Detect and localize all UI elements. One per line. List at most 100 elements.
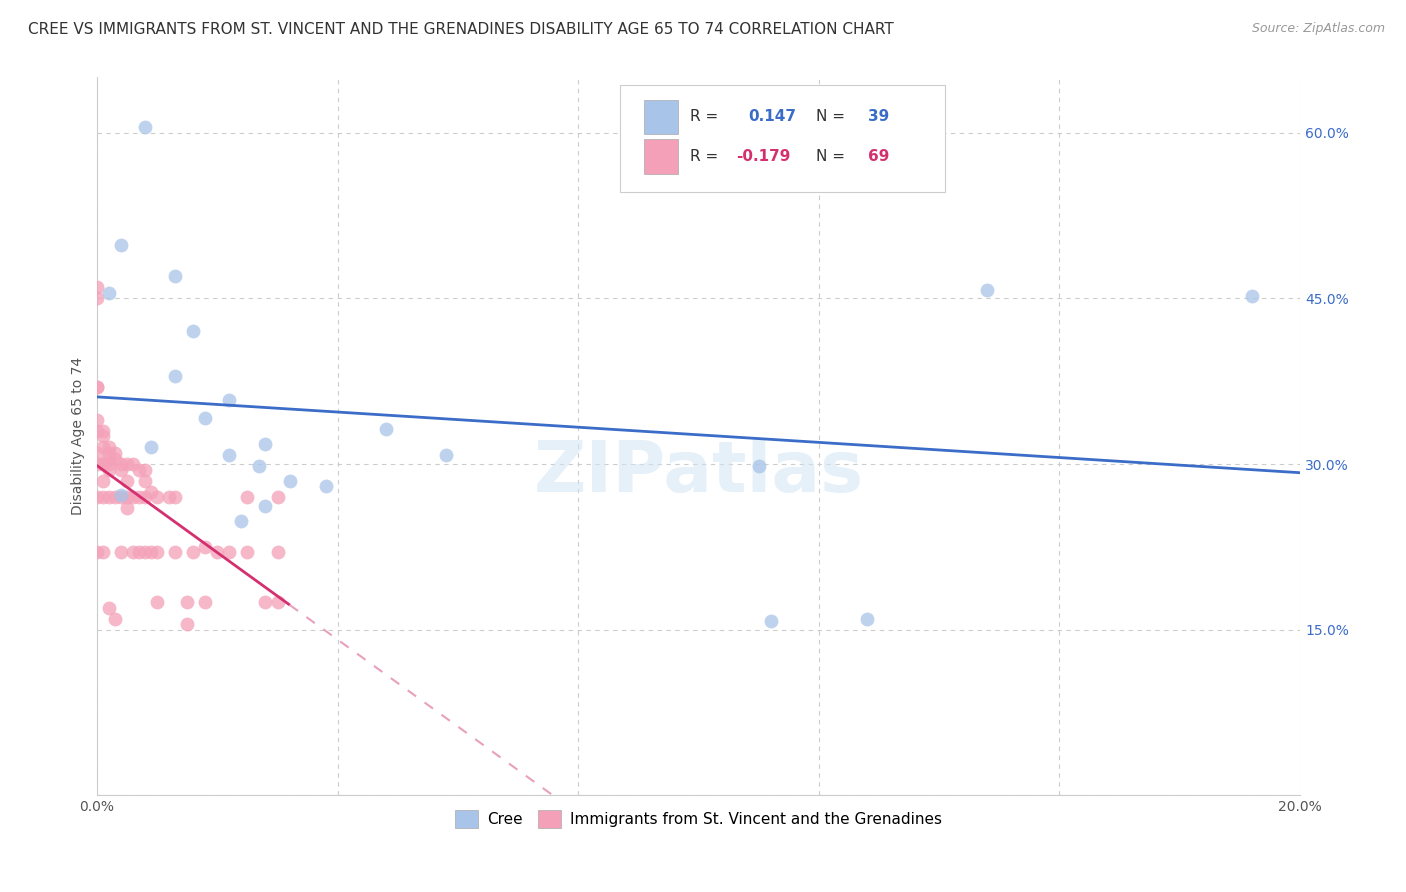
Text: 0.147: 0.147 (748, 110, 796, 124)
Point (98, 490, 121, 504)
Point (110, 238, 132, 252)
Point (141, 441, 163, 455)
Point (122, 457, 145, 471)
Point (91, 441, 114, 455)
Point (91, 490, 114, 504)
Point (98, 446, 121, 460)
Point (266, 595, 288, 609)
Text: R =: R = (690, 110, 723, 124)
Point (278, 474, 301, 488)
Text: 39: 39 (868, 110, 890, 124)
Text: -0.179: -0.179 (735, 149, 790, 164)
Point (98, 441, 121, 455)
Point (91, 424, 114, 438)
Point (115, 501, 138, 516)
Point (134, 474, 156, 488)
Point (104, 446, 127, 460)
Point (86, 490, 108, 504)
Point (98, 285, 121, 300)
Point (128, 545, 150, 559)
Point (266, 545, 288, 559)
Point (110, 462, 132, 476)
Point (146, 595, 169, 609)
Point (122, 545, 145, 559)
Text: N =: N = (817, 149, 851, 164)
Point (194, 595, 217, 609)
Point (86, 457, 108, 471)
Point (91, 545, 114, 559)
Point (110, 457, 132, 471)
Point (115, 474, 138, 488)
Point (194, 540, 217, 554)
Text: Source: ZipAtlas.com: Source: ZipAtlas.com (1251, 22, 1385, 36)
Point (86, 446, 108, 460)
Point (165, 269, 187, 284)
Point (165, 545, 187, 559)
Point (207, 545, 229, 559)
Point (86, 291, 108, 305)
Point (759, 614, 782, 628)
Text: N =: N = (817, 110, 851, 124)
Point (141, 484, 163, 499)
Point (218, 545, 240, 559)
Point (434, 448, 457, 462)
Point (86, 380, 108, 394)
Point (181, 545, 204, 559)
Point (236, 490, 259, 504)
Point (86, 380, 108, 394)
Point (86, 280, 108, 294)
Point (110, 545, 132, 559)
Text: ZIPatlas: ZIPatlas (533, 438, 863, 507)
Point (122, 490, 145, 504)
Bar (644, 139, 678, 174)
Point (86, 413, 108, 427)
Point (104, 451, 127, 466)
Point (91, 457, 114, 471)
Point (91, 474, 114, 488)
Point (374, 422, 396, 436)
Legend: Cree, Immigrants from St. Vincent and the Grenadines: Cree, Immigrants from St. Vincent and th… (449, 804, 948, 834)
Point (134, 462, 156, 476)
Point (181, 325, 204, 339)
Point (165, 368, 187, 383)
Point (104, 612, 127, 626)
Point (254, 595, 277, 609)
Point (218, 448, 240, 462)
Point (115, 490, 138, 504)
Point (315, 479, 337, 493)
Point (98, 600, 121, 615)
Text: 69: 69 (868, 149, 890, 164)
Point (98, 451, 121, 466)
Point (165, 490, 187, 504)
Point (134, 120, 156, 135)
Point (98, 457, 121, 471)
Point (91, 457, 114, 471)
Point (194, 410, 217, 425)
Point (218, 392, 240, 407)
Point (176, 617, 198, 632)
FancyBboxPatch shape (620, 85, 945, 193)
Point (141, 545, 163, 559)
Point (98, 462, 121, 476)
Point (134, 490, 156, 504)
Point (236, 545, 259, 559)
Point (86, 545, 108, 559)
Point (254, 499, 277, 513)
Point (134, 545, 156, 559)
Point (157, 490, 180, 504)
Point (1240, 289, 1263, 303)
Point (748, 459, 770, 474)
Point (856, 612, 879, 626)
Point (104, 490, 127, 504)
Point (266, 490, 288, 504)
Point (231, 515, 253, 529)
Point (128, 462, 150, 476)
Text: R =: R = (690, 149, 723, 164)
Point (146, 490, 169, 504)
Point (110, 490, 132, 504)
Point (110, 488, 132, 502)
Point (146, 545, 169, 559)
Point (976, 283, 998, 297)
Bar (644, 100, 678, 134)
Point (176, 595, 198, 609)
